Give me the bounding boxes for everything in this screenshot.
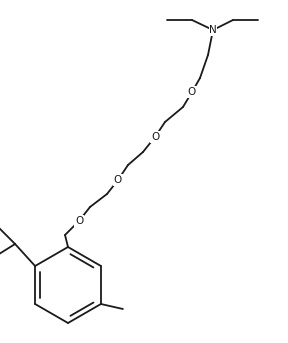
Text: O: O [75, 216, 83, 226]
Text: O: O [151, 132, 159, 142]
Text: O: O [188, 87, 196, 97]
Text: O: O [114, 175, 122, 185]
Text: N: N [209, 25, 217, 35]
